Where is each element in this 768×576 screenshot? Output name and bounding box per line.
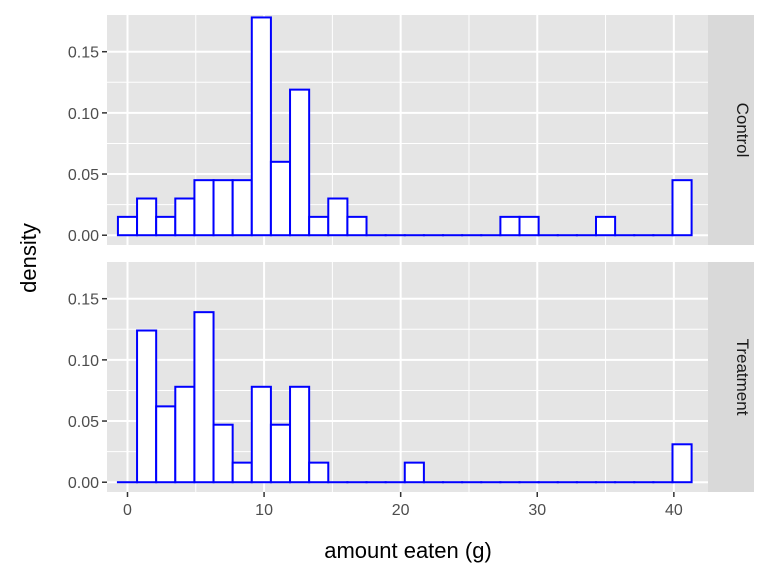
x-tick-label: 20 xyxy=(392,502,410,519)
facet-strip-label: Treatment xyxy=(733,339,752,416)
histogram-bar xyxy=(499,215,521,237)
facet-strip-label: Control xyxy=(733,103,752,158)
y-tick-label: 0.15 xyxy=(68,45,99,62)
histogram-bar xyxy=(269,160,292,237)
y-tick-label: 0.05 xyxy=(68,414,99,431)
histogram-bar xyxy=(250,385,272,484)
x-tick-label: 10 xyxy=(255,502,273,519)
histogram-bar xyxy=(346,215,368,237)
histogram-bar xyxy=(212,423,234,484)
x-axis: 0 10 20 30 40 xyxy=(123,492,683,519)
y-tick-label: 0.10 xyxy=(68,106,99,123)
histogram-bar xyxy=(155,405,177,484)
histogram-bar xyxy=(289,385,311,484)
histogram-bar xyxy=(174,385,196,484)
histogram-bar xyxy=(174,197,196,237)
y-tick-label: 0.10 xyxy=(68,353,99,370)
facet-panel-treatment: 0.00 0.05 0.10 0.15 Treatment xyxy=(68,262,754,492)
histogram-bar xyxy=(518,215,540,237)
histogram-bar xyxy=(136,197,158,237)
histogram-bar xyxy=(212,179,234,237)
facet-panel-control: 0.00 0.05 0.10 0.15 Control xyxy=(68,15,754,245)
y-axis-title: density xyxy=(16,223,41,293)
histogram-bar xyxy=(193,179,215,237)
y-tick-label: 0.05 xyxy=(68,167,99,184)
histogram-bar xyxy=(193,311,215,484)
histogram-bar xyxy=(594,215,617,237)
histogram-bar xyxy=(136,329,158,484)
x-axis-title: amount eaten (g) xyxy=(324,538,492,563)
histogram-bar xyxy=(671,179,693,237)
facet-panels: 0.00 0.05 0.10 0.15 Control 0.00 0.05 0.10 0.15 T… xyxy=(68,15,754,492)
y-tick-label: 0.15 xyxy=(68,292,99,309)
histogram-bar xyxy=(250,16,272,237)
histogram-bar xyxy=(116,215,139,237)
histogram-bar xyxy=(308,461,330,484)
histogram-bar xyxy=(269,423,292,484)
y-tick-label: 0.00 xyxy=(68,475,99,492)
histogram-bar xyxy=(308,215,330,237)
histogram-bar xyxy=(403,461,425,484)
histogram-bar xyxy=(671,443,693,484)
x-tick-label: 0 xyxy=(123,502,132,519)
facet-strip xyxy=(708,262,754,492)
facet-strip xyxy=(708,15,754,245)
histogram-bar xyxy=(231,461,253,484)
x-tick-label: 30 xyxy=(528,502,546,519)
histogram-bar xyxy=(231,179,253,237)
histogram-bar xyxy=(327,197,349,237)
y-tick-label: 0.00 xyxy=(68,228,99,245)
x-tick-label: 40 xyxy=(665,502,683,519)
histogram-bar xyxy=(289,88,311,237)
histogram-bar xyxy=(155,215,177,237)
